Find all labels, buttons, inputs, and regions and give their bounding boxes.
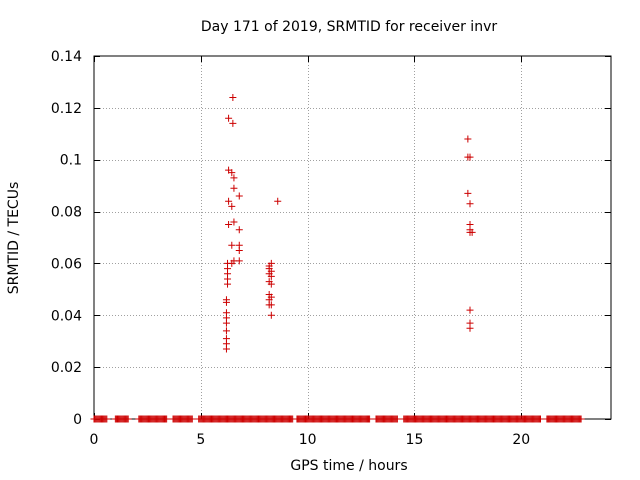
- data-point: [466, 306, 474, 314]
- data-point: [225, 114, 233, 122]
- data-point: [464, 189, 472, 197]
- data-point: [466, 153, 474, 161]
- data-point: [466, 319, 474, 327]
- data-point: [267, 301, 275, 309]
- data-point: [229, 93, 237, 101]
- y-tick-label: 0.12: [51, 101, 82, 117]
- axis-ticks: [94, 56, 611, 420]
- data-point: [267, 293, 275, 301]
- data-point: [225, 197, 233, 205]
- y-axis-label: SRMTID / TECUs: [6, 182, 22, 295]
- data-point: [230, 174, 238, 182]
- y-tick-labels: 0 0.02 0.04 0.06 0.08 0.1 0.12 0.14: [51, 49, 82, 428]
- zero-point: [124, 415, 132, 423]
- data-point: [267, 267, 275, 275]
- zero-point: [393, 415, 401, 423]
- data-point: [267, 311, 275, 319]
- data-point: [222, 309, 230, 317]
- data-point: [235, 257, 243, 265]
- y-tick-label: 0.14: [51, 49, 82, 65]
- chart-title: Day 171 of 2019, SRMTID for receiver inv…: [201, 19, 497, 35]
- data-point: [267, 280, 275, 288]
- y-tick-label: 0.04: [51, 308, 82, 324]
- data-point: [468, 228, 476, 236]
- data-point: [464, 135, 472, 143]
- x-axis-label: GPS time / hours: [290, 458, 407, 474]
- data-point: [228, 202, 236, 210]
- data-point: [466, 200, 474, 208]
- y-tick-label: 0.02: [51, 360, 82, 376]
- x-tick-labels: 0 5 10 15 20: [90, 432, 531, 448]
- data-point: [235, 226, 243, 234]
- data-point: [235, 241, 243, 249]
- zero-point: [366, 415, 374, 423]
- data-point: [222, 335, 230, 343]
- y-tick-label: 0.06: [51, 256, 82, 272]
- data-point: [228, 169, 236, 177]
- x-tick-label: 15: [406, 432, 424, 448]
- data-point: [274, 197, 282, 205]
- x-tick-label: 20: [512, 432, 530, 448]
- x-tick-label: 10: [299, 432, 317, 448]
- y-tick-label: 0.1: [60, 153, 82, 169]
- zero-point: [163, 415, 171, 423]
- zero-point: [188, 415, 196, 423]
- grid-lines: [94, 56, 611, 419]
- data-point: [229, 119, 237, 127]
- data-point: [222, 327, 230, 335]
- plot-frame: [93, 55, 612, 420]
- data-point: [230, 218, 238, 226]
- x-tick-label: 5: [196, 432, 205, 448]
- data-point: [225, 221, 233, 229]
- data-point: [466, 221, 474, 229]
- data-point: [228, 241, 236, 249]
- data-point: [222, 296, 230, 304]
- x-tick-label: 0: [90, 432, 99, 448]
- zero-point: [103, 415, 111, 423]
- data-point: [230, 184, 238, 192]
- y-tick-label: 0.08: [51, 205, 82, 221]
- data-point: [235, 192, 243, 200]
- data-point: [267, 259, 275, 267]
- zero-point: [577, 415, 585, 423]
- zero-point: [537, 415, 544, 423]
- y-tick-label: 0: [73, 412, 82, 428]
- data-markers: [90, 93, 585, 423]
